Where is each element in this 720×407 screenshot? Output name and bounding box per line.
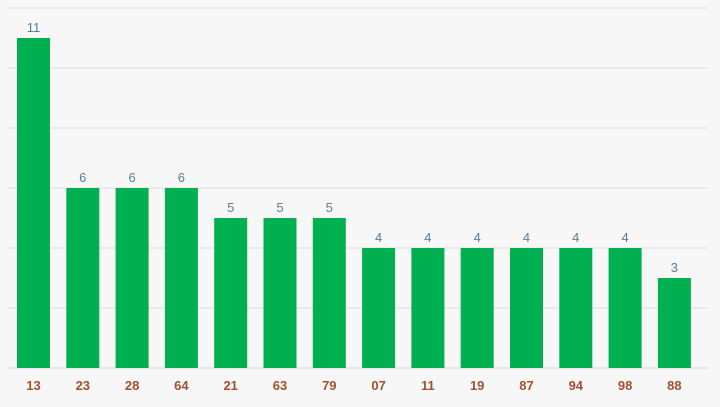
category-labels: 13 23 28 64 21 63 79 07 11 19 87 94 98 88 xyxy=(26,378,681,393)
category-label-13: 13 xyxy=(26,378,40,393)
value-label-98: 4 xyxy=(621,230,628,245)
category-label-63: 63 xyxy=(273,378,287,393)
bar-98 xyxy=(608,248,642,368)
category-label-07: 07 xyxy=(371,378,385,393)
bar-63 xyxy=(263,218,297,368)
bar-87 xyxy=(510,248,543,368)
value-label-19: 4 xyxy=(474,230,481,245)
bar-28 xyxy=(115,188,149,368)
value-label-64: 6 xyxy=(178,170,185,185)
value-label-13: 11 xyxy=(27,20,41,35)
category-label-79: 79 xyxy=(322,378,336,393)
value-label-21: 5 xyxy=(227,200,234,215)
bar-13 xyxy=(17,38,50,368)
value-label-23: 6 xyxy=(79,170,86,185)
value-label-94: 4 xyxy=(572,230,579,245)
category-label-28: 28 xyxy=(125,378,139,393)
bar-23 xyxy=(66,188,100,368)
value-label-63: 5 xyxy=(276,200,283,215)
bars xyxy=(17,38,691,368)
value-labels: 11 6 6 6 5 5 5 4 4 4 4 4 4 3 xyxy=(27,20,678,275)
value-label-79: 5 xyxy=(326,200,333,215)
value-label-87: 4 xyxy=(523,230,530,245)
bar-64 xyxy=(164,188,198,368)
bar-07 xyxy=(362,248,396,368)
value-label-07: 4 xyxy=(375,230,382,245)
bar-88 xyxy=(657,278,691,368)
category-label-87: 87 xyxy=(519,378,533,393)
bar-19 xyxy=(460,248,494,368)
gridlines xyxy=(8,7,708,369)
category-label-98: 98 xyxy=(618,378,632,393)
bar-11 xyxy=(411,248,445,368)
bar-79 xyxy=(312,218,346,368)
category-label-21: 21 xyxy=(223,378,237,393)
category-label-19: 19 xyxy=(470,378,484,393)
value-label-88: 3 xyxy=(671,260,678,275)
value-label-28: 6 xyxy=(128,170,135,185)
category-label-64: 64 xyxy=(174,378,189,393)
bar-21 xyxy=(214,218,248,368)
category-label-23: 23 xyxy=(76,378,90,393)
category-label-11: 11 xyxy=(421,378,435,393)
value-label-11: 4 xyxy=(424,230,431,245)
category-label-94: 94 xyxy=(569,378,584,393)
bar-94 xyxy=(559,248,593,368)
category-label-88: 88 xyxy=(667,378,681,393)
